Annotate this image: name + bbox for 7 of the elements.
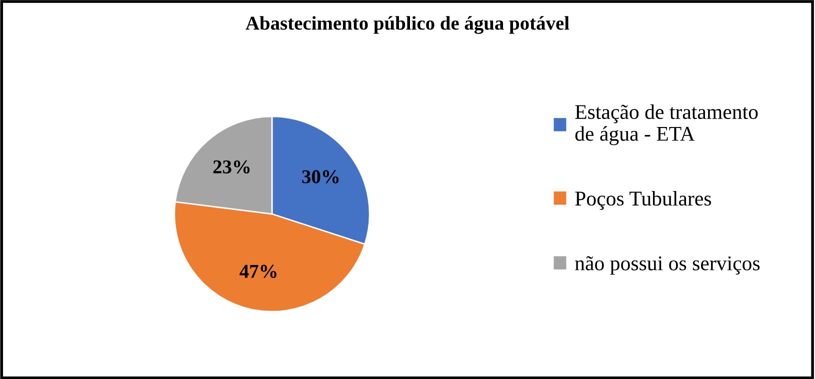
data-label: 23% — [213, 160, 250, 174]
data-label: 30% — [302, 170, 339, 184]
legend-label: não possui os serviços — [575, 256, 760, 275]
legend-label: Estação de tratamento de água - ETA — [575, 104, 758, 146]
chart-title: Abastecimento público de água potável — [246, 16, 570, 34]
legend-label: Poços Tubulares — [575, 190, 712, 210]
data-label: 47% — [240, 264, 276, 278]
